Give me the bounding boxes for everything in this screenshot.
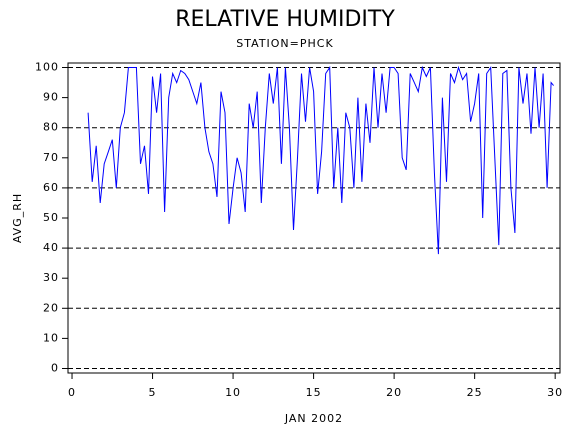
y-tick-label: 100 — [35, 61, 59, 74]
y-tick-label: 20 — [43, 301, 59, 314]
x-tick-label: 5 — [149, 386, 157, 399]
x-tick-label: 10 — [225, 386, 241, 399]
x-tick-label: 0 — [68, 386, 76, 399]
y-tick-label: 80 — [43, 121, 59, 134]
x-tick-label: 20 — [386, 386, 402, 399]
y-tick-label: 30 — [43, 271, 59, 284]
y-tick-label: 0 — [51, 361, 59, 374]
y-tick-label: 90 — [43, 91, 59, 104]
y-tick-label: 60 — [43, 181, 59, 194]
chart-subtitle: STATION=PHCK — [236, 37, 333, 50]
series-line — [87, 65, 554, 255]
y-tick-label: 40 — [43, 241, 59, 254]
y-tick-label: 10 — [43, 331, 59, 344]
y-tick-label: 70 — [43, 151, 59, 164]
y-axis-label: AVG_RH — [11, 193, 24, 243]
y-tick-label: 50 — [43, 211, 59, 224]
x-tick-label: 30 — [547, 386, 563, 399]
x-tick-label: 25 — [467, 386, 483, 399]
chart-title: RELATIVE HUMIDITY — [175, 7, 395, 32]
x-tick-label: 15 — [306, 386, 322, 399]
x-axis-label: JAN 2002 — [284, 412, 343, 425]
